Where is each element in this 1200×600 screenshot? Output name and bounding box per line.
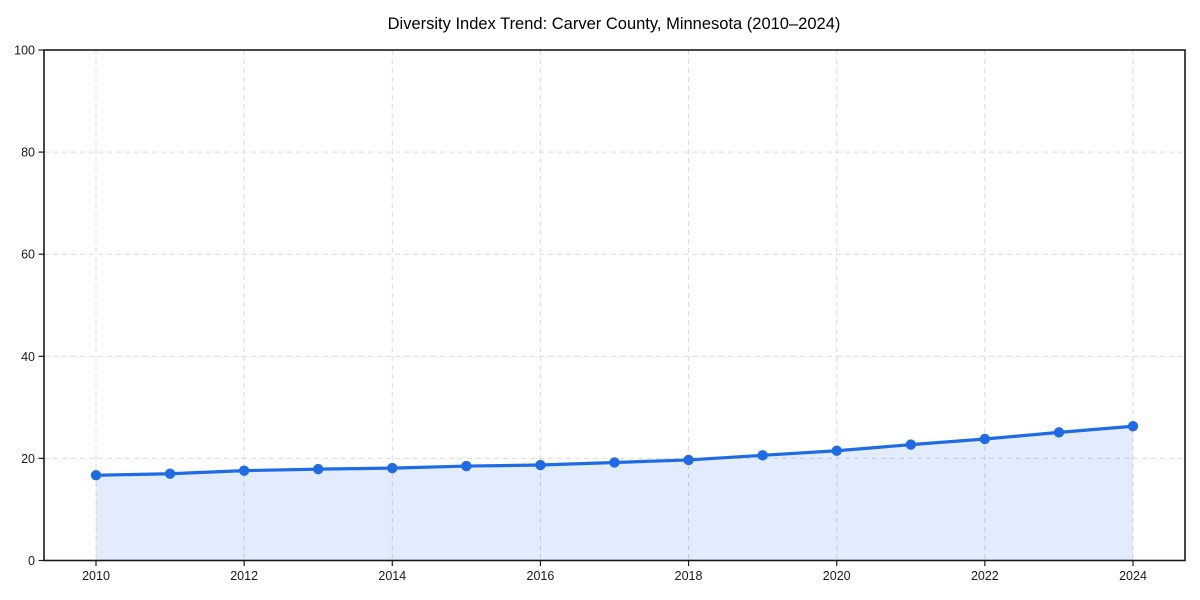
axis-tick-marks [38,49,1134,566]
x-tick-label-2022: 2022 [971,569,999,583]
data-point-2024 [1127,421,1139,432]
plot-frame [43,49,1186,562]
plot-border [43,49,1186,562]
chart-title: Diversity Index Trend: Carver County, Mi… [388,15,841,33]
data-points [90,421,1139,481]
x-tick-label-2018: 2018 [675,569,703,583]
x-tick-label-2012: 2012 [230,569,258,583]
data-point-2017 [609,457,620,468]
data-point-2011 [164,468,176,479]
y-tick-label-80: 80 [21,146,35,160]
data-point-2018 [683,454,694,466]
y-tick-label-40: 40 [21,350,35,364]
y-tick-label-100: 100 [14,44,35,58]
x-tick-label-2024: 2024 [1119,569,1147,583]
x-tick-label-2020: 2020 [823,569,851,583]
y-tick-label-60: 60 [21,248,35,262]
data-point-2021 [905,439,916,450]
y-tick-label-0: 0 [28,554,35,568]
series-area-fill [96,426,1133,561]
x-tick-label-2016: 2016 [527,569,555,583]
y-tick-label-20: 20 [21,452,35,466]
data-point-2016 [535,459,546,471]
data-point-2014 [387,462,398,474]
data-point-2019 [757,450,768,461]
x-axis-tick-labels: 2010 2012 2014 2016 2018 2020 2022 2024 [82,569,1147,583]
x-tick-label-2014: 2014 [378,569,406,583]
data-point-2013 [313,463,324,475]
data-point-2010 [90,470,102,481]
data-point-2022 [979,433,991,445]
data-point-2015 [461,460,472,472]
x-tick-label-2010: 2010 [82,569,110,583]
y-axis-tick-labels: 0 20 40 60 80 100 [14,44,35,569]
data-point-2012 [238,465,250,476]
data-point-2023 [1053,427,1065,438]
data-point-2020 [831,445,842,456]
area-fill [96,426,1133,561]
